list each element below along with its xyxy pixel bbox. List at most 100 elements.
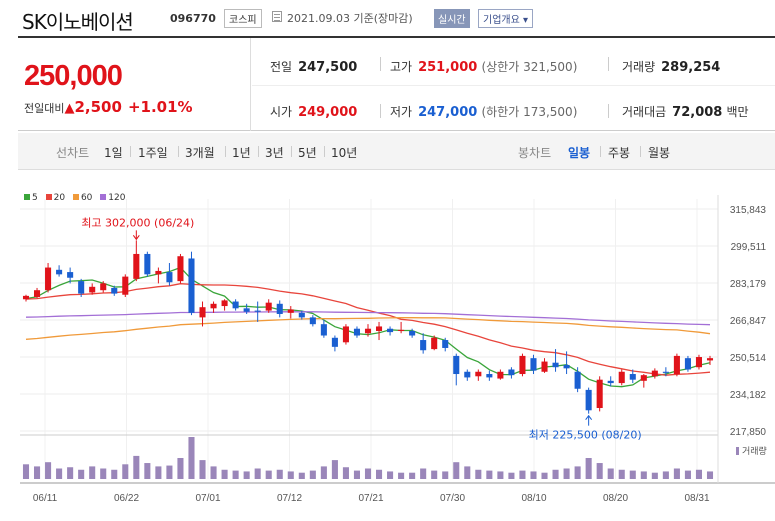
- period-1d[interactable]: 1일: [104, 146, 123, 160]
- candle-body: [420, 340, 427, 351]
- candle-body: [22, 295, 30, 300]
- period-5y[interactable]: 5년: [298, 146, 317, 160]
- volume-bar: [33, 466, 41, 479]
- volume-bar: [497, 471, 504, 479]
- volume-bar: [409, 472, 416, 479]
- candle-body: [662, 371, 669, 373]
- candle-body: [265, 302, 272, 311]
- candle-body: [89, 286, 96, 293]
- y-tick-label: 234,182: [730, 390, 767, 401]
- volume-bar: [375, 469, 383, 479]
- legend-ma60: 60: [72, 193, 92, 203]
- volume-bar: [420, 468, 427, 479]
- candle-body: [78, 281, 85, 294]
- low-value: 247,000: [418, 105, 478, 120]
- period-1w[interactable]: 1주일: [138, 146, 168, 160]
- volume-bar: [320, 466, 327, 479]
- stock-header: SK이노베이션 096770 코스피 2021.09.03 기준(장마감) 실시…: [0, 0, 775, 34]
- volume-bar: [585, 458, 592, 479]
- divider: [291, 146, 292, 157]
- candle-body: [519, 355, 526, 375]
- volume-bar: [596, 463, 603, 479]
- candle-body: [618, 371, 625, 384]
- y-tick-label: 283,179: [730, 279, 767, 290]
- candle-body: [442, 340, 449, 348]
- candle-body: [706, 358, 714, 361]
- candle-body: [375, 326, 383, 331]
- y-tick-label: 266,847: [730, 316, 767, 327]
- candle-body: [453, 355, 460, 375]
- volume-bar: [166, 465, 173, 479]
- x-tick-label: 08/20: [603, 493, 628, 504]
- amount-unit: 백만: [726, 105, 749, 119]
- day-low: 저가 247,000 (하한가 173,500): [390, 103, 577, 120]
- change-value: 2,500: [74, 98, 122, 116]
- candle-body: [398, 329, 405, 331]
- legend-ma20: 20: [45, 193, 65, 203]
- volume-bar: [519, 470, 526, 479]
- prev-close-value: 247,500: [298, 60, 358, 75]
- divider: [130, 146, 131, 157]
- candle-body: [508, 369, 515, 376]
- divider: [178, 146, 179, 157]
- volume-bar: [387, 471, 394, 479]
- volume-bar: [398, 472, 405, 479]
- volume-bar: [651, 472, 658, 479]
- candle-body: [409, 330, 416, 336]
- line-chart-label: 선차트: [56, 146, 90, 160]
- legend-swatch: [72, 194, 79, 200]
- candle-weekly[interactable]: 주봉: [608, 146, 631, 160]
- volume-bar: [464, 466, 471, 479]
- realtime-button[interactable]: 실시간: [434, 9, 470, 28]
- volume-bar: [618, 469, 625, 479]
- legend-label: 120: [108, 193, 126, 203]
- candle-body: [431, 337, 438, 350]
- y-tick-label: 315,843: [730, 205, 767, 216]
- ma20-line: [25, 283, 711, 376]
- candle-body: [552, 362, 559, 368]
- candle-daily[interactable]: 일봉: [568, 146, 591, 160]
- candle-body: [695, 357, 703, 368]
- volume-bar: [541, 472, 548, 479]
- volume-bar: [155, 466, 162, 479]
- divider: [380, 57, 381, 71]
- high-annotation: 최고 302,000 (06/24): [81, 216, 194, 229]
- divider: [600, 146, 601, 157]
- candle-body: [331, 337, 338, 347]
- legend-ma5: 5: [24, 193, 38, 203]
- volume-bar: [695, 469, 703, 479]
- volume-bar: [122, 464, 129, 479]
- change-label: 전일대비: [24, 102, 65, 115]
- volume-label: 거래량: [742, 445, 767, 457]
- candle-body: [342, 326, 349, 343]
- change-percent: +1.01%: [127, 98, 193, 116]
- lower-limit: (하한가 173,500): [481, 105, 578, 119]
- volume-bar: [287, 471, 294, 479]
- corp-info-dropdown[interactable]: 기업개요 ▾: [478, 9, 533, 28]
- candle-body: [320, 324, 327, 336]
- volume-bar: [431, 470, 438, 479]
- period-3y[interactable]: 3년: [265, 146, 284, 160]
- candle-monthly[interactable]: 월봉: [648, 146, 671, 160]
- quote-date: 2021.09.03 기준(장마감): [287, 12, 413, 25]
- volume-bar: [67, 467, 74, 479]
- high-value: 251,000: [418, 60, 478, 75]
- candle-body: [353, 328, 361, 336]
- candle-body: [67, 272, 74, 278]
- volume: 거래량 289,254: [622, 58, 720, 75]
- volume-bar: [662, 471, 669, 479]
- amount-value: 72,008: [672, 105, 723, 120]
- price-chart[interactable]: 315,843 299,511 283,179 266,847 250,514 234,1…: [0, 175, 775, 521]
- prev-close: 전일 247,500: [270, 58, 357, 75]
- period-10y[interactable]: 10년: [331, 146, 358, 160]
- candle-body: [33, 290, 41, 297]
- period-1y[interactable]: 1년: [232, 146, 251, 160]
- volume-bar: [188, 437, 195, 479]
- market-badge: 코스피: [224, 9, 262, 28]
- up-arrow-icon: ▲: [64, 101, 75, 116]
- candle-body: [640, 375, 647, 381]
- period-3m[interactable]: 3개월: [185, 146, 215, 160]
- volume-bar: [78, 469, 85, 479]
- candle-body: [133, 253, 140, 279]
- divider: [608, 104, 609, 118]
